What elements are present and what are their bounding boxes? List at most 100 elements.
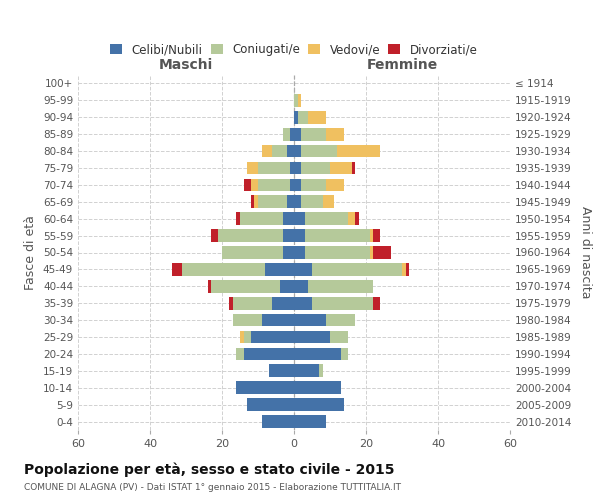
Bar — [254, 196, 258, 208]
Y-axis label: Fasce di età: Fasce di età — [25, 215, 37, 290]
Text: COMUNE DI ALAGNA (PV) - Dati ISTAT 1° gennaio 2015 - Elaborazione TUTTITALIA.IT: COMUNE DI ALAGNA (PV) - Dati ISTAT 1° ge… — [24, 484, 401, 492]
Bar — [370, 230, 373, 242]
Bar — [272, 144, 287, 158]
Bar — [247, 398, 294, 411]
Bar — [265, 263, 294, 276]
Bar — [294, 178, 301, 191]
Bar — [348, 212, 355, 225]
Bar — [283, 246, 294, 259]
Bar — [290, 128, 294, 140]
Bar — [305, 230, 370, 242]
Bar — [208, 280, 211, 292]
Bar — [294, 348, 341, 360]
Bar — [229, 297, 233, 310]
Bar — [236, 382, 294, 394]
Bar — [269, 364, 294, 377]
Bar — [233, 297, 272, 310]
Bar — [290, 162, 294, 174]
Bar — [283, 212, 294, 225]
Bar — [294, 415, 326, 428]
Bar — [402, 263, 406, 276]
Bar — [294, 144, 301, 158]
Bar — [305, 212, 348, 225]
Bar — [244, 178, 251, 191]
Bar — [294, 212, 305, 225]
Bar — [236, 348, 244, 360]
Bar — [298, 94, 301, 106]
Bar — [312, 263, 402, 276]
Bar — [233, 314, 262, 326]
Bar — [294, 230, 305, 242]
Bar — [294, 398, 344, 411]
Bar — [370, 246, 373, 259]
Bar — [272, 297, 294, 310]
Text: Maschi: Maschi — [159, 58, 213, 71]
Bar — [294, 128, 301, 140]
Bar — [355, 212, 359, 225]
Bar — [312, 297, 373, 310]
Bar — [294, 364, 319, 377]
Bar — [294, 263, 312, 276]
Bar — [211, 280, 280, 292]
Bar — [251, 330, 294, 344]
Bar — [251, 178, 258, 191]
Bar — [262, 144, 272, 158]
Bar — [323, 196, 334, 208]
Bar — [251, 196, 254, 208]
Bar — [330, 330, 348, 344]
Bar — [287, 144, 294, 158]
Bar — [218, 230, 283, 242]
Text: Femmine: Femmine — [367, 58, 437, 71]
Bar — [406, 263, 409, 276]
Bar — [247, 162, 258, 174]
Text: Popolazione per età, sesso e stato civile - 2015: Popolazione per età, sesso e stato civil… — [24, 462, 395, 477]
Bar — [244, 348, 294, 360]
Y-axis label: Anni di nascita: Anni di nascita — [578, 206, 592, 298]
Bar — [290, 178, 294, 191]
Bar — [294, 111, 298, 124]
Bar — [294, 314, 326, 326]
Bar — [373, 297, 380, 310]
Bar — [258, 162, 290, 174]
Bar — [240, 212, 283, 225]
Bar — [294, 330, 330, 344]
Bar — [240, 330, 244, 344]
Bar — [301, 162, 330, 174]
Bar — [294, 382, 341, 394]
Bar — [294, 196, 301, 208]
Bar — [294, 94, 298, 106]
Bar — [326, 178, 344, 191]
Bar — [262, 415, 294, 428]
Bar — [301, 196, 323, 208]
Bar — [283, 128, 290, 140]
Bar — [258, 178, 290, 191]
Bar — [294, 162, 301, 174]
Bar — [308, 111, 326, 124]
Bar — [352, 162, 355, 174]
Bar — [341, 348, 348, 360]
Bar — [373, 246, 391, 259]
Bar — [294, 246, 305, 259]
Legend: Celibi/Nubili, Coniugati/e, Vedovi/e, Divorziati/e: Celibi/Nubili, Coniugati/e, Vedovi/e, Di… — [106, 38, 482, 60]
Bar — [236, 212, 240, 225]
Bar — [308, 280, 373, 292]
Bar — [301, 128, 326, 140]
Bar — [287, 196, 294, 208]
Bar — [326, 128, 344, 140]
Bar — [280, 280, 294, 292]
Bar — [258, 196, 287, 208]
Bar — [294, 297, 312, 310]
Bar — [301, 178, 326, 191]
Bar — [211, 230, 218, 242]
Bar — [262, 314, 294, 326]
Bar — [326, 314, 355, 326]
Bar — [294, 280, 308, 292]
Bar — [298, 111, 308, 124]
Bar — [283, 230, 294, 242]
Bar — [182, 263, 265, 276]
Bar — [244, 330, 251, 344]
Bar — [305, 246, 370, 259]
Bar — [337, 144, 380, 158]
Bar — [222, 246, 283, 259]
Bar — [301, 144, 337, 158]
